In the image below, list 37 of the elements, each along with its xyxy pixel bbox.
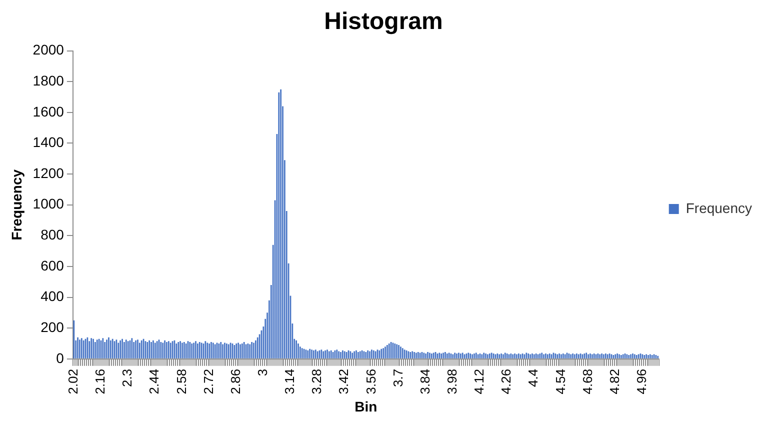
x-tick-label: 4.12 xyxy=(472,368,487,394)
x-tick-label: 4.54 xyxy=(552,368,568,394)
y-tick-label: 600 xyxy=(40,257,64,274)
x-axis-title: Bin xyxy=(354,398,378,414)
x-tick-label: 3.28 xyxy=(309,368,324,394)
x-tick-label: 3.56 xyxy=(363,368,378,394)
x-tick-label: 3.84 xyxy=(417,368,432,394)
y-tick-label: 1200 xyxy=(32,164,64,181)
y-tick-label: 400 xyxy=(40,288,64,304)
x-tick-label: 2.72 xyxy=(200,368,216,394)
x-tick-label: 4.82 xyxy=(606,368,622,394)
y-tick-label: 1600 xyxy=(32,103,64,120)
x-tick-label: 2.58 xyxy=(174,368,189,394)
x-tick-label: 4.4 xyxy=(526,368,541,387)
x-tick-label: 2.16 xyxy=(92,368,108,394)
x-tick-label: 2.86 xyxy=(228,368,243,394)
x-tick-label: 2.44 xyxy=(146,368,162,394)
x-tick-label: 2.02 xyxy=(65,368,80,394)
y-tick-label: 1800 xyxy=(32,72,64,88)
chart-title: Histogram xyxy=(324,8,443,36)
y-tick-label: 2000 xyxy=(32,42,64,58)
y-tick-label: 200 xyxy=(40,318,64,335)
x-tick-label: 3.98 xyxy=(444,368,460,394)
x-tick-label: 4.68 xyxy=(580,368,595,394)
x-tick-label: 4.26 xyxy=(498,368,514,394)
x-tick-label: 2.3 xyxy=(120,368,135,387)
x-tick-label: 3 xyxy=(254,368,270,376)
y-axis-title: Frequency xyxy=(8,169,24,240)
y-tick-label: 800 xyxy=(40,226,64,243)
x-tick-label: 4.96 xyxy=(634,368,649,394)
y-tick-label: 0 xyxy=(56,350,64,366)
legend-label: Frequency xyxy=(686,200,752,216)
x-tick-label: 3.14 xyxy=(282,368,298,394)
x-tick-label: 3.7 xyxy=(390,368,406,387)
x-tick-label: 3.42 xyxy=(336,368,352,394)
y-tick-label: 1000 xyxy=(32,196,64,212)
y-tick-label: 1400 xyxy=(32,134,64,150)
